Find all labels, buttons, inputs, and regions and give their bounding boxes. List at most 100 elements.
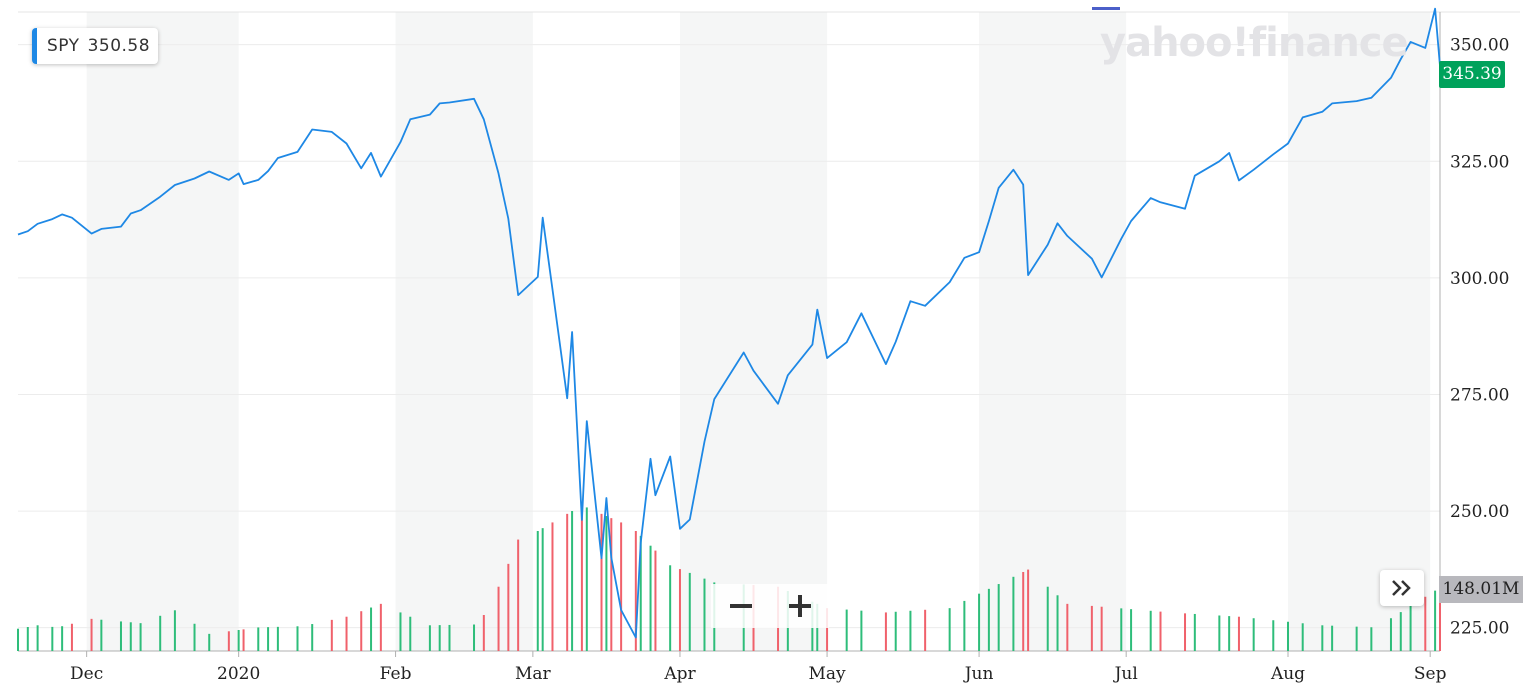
volume-bar (1027, 569, 1030, 651)
x-tick-label: Jun (963, 664, 994, 684)
volume-bar (1120, 608, 1123, 651)
volume-bar (1424, 596, 1427, 651)
x-tick-label: Dec (70, 664, 103, 684)
volume-bar (139, 623, 142, 651)
y-tick-label: 325.00 (1450, 152, 1509, 172)
volume-bar (571, 511, 574, 651)
volume-bar (1228, 616, 1231, 651)
volume-bar (345, 616, 348, 651)
volume-bar (129, 622, 132, 651)
x-tick-label: May (808, 664, 846, 684)
volume-bar (330, 619, 333, 651)
volume-bar (1237, 616, 1240, 651)
volume-bar (360, 611, 363, 651)
volume-bar (1184, 613, 1187, 651)
y-tick-label: 350.00 (1450, 36, 1509, 56)
ticker-chip[interactable]: SPY 350.58 (32, 28, 159, 64)
volume-bar (482, 615, 485, 651)
volume-bar (1331, 625, 1334, 651)
zoom-in-button[interactable] (778, 586, 822, 626)
ticker-value: 350.58 (87, 36, 151, 56)
volume-bar (703, 578, 706, 651)
volume-bar (1056, 595, 1059, 651)
volume-bar (884, 612, 887, 651)
volume-bar (1046, 586, 1049, 651)
minus-icon (729, 604, 752, 608)
month-band (679, 12, 828, 651)
volume-bar (1301, 623, 1304, 651)
volume-bar (237, 630, 240, 651)
volume-bar (551, 522, 554, 651)
last-price-tag: 345.39 (1439, 61, 1505, 88)
range-marker (1092, 7, 1120, 10)
ticker-color-bar (32, 28, 37, 64)
volume-bar (193, 623, 196, 651)
expand-button[interactable] (1380, 570, 1424, 606)
volume-bar (1218, 615, 1221, 651)
volume-bar (26, 627, 29, 651)
volume-bar (409, 616, 412, 651)
grid (18, 11, 1520, 652)
volume-bar (566, 513, 569, 651)
volume-bar (894, 611, 897, 651)
volume-bar (654, 550, 657, 651)
volume-bar (1389, 618, 1392, 651)
x-tick-label: Mar (515, 664, 552, 684)
volume-bar (438, 625, 441, 651)
plus-icon (788, 595, 811, 617)
volume-bar (1090, 605, 1093, 651)
volume-bar (1355, 626, 1358, 651)
volume-bar (1193, 613, 1196, 651)
volume-bar (208, 633, 211, 651)
volume-bar (1100, 606, 1103, 651)
volume-bar (669, 565, 672, 651)
volume-tag: 148.01M (1439, 576, 1523, 603)
volume-bar (860, 610, 863, 651)
volume-bar (536, 531, 539, 651)
x-axis: Dec 2020 Feb Mar Apr May Jun Jul Aug Sep (70, 651, 1447, 684)
volume-bar (399, 612, 402, 651)
volume-bar (100, 619, 103, 651)
volume-bar (159, 615, 162, 651)
zoom-out-button[interactable] (719, 586, 763, 626)
volume-bar (610, 518, 613, 651)
price-line-layer (17, 7, 1441, 639)
x-tick-label: 2020 (217, 664, 260, 684)
volume-bar (1012, 576, 1015, 651)
volume-bar (296, 626, 299, 651)
price-line (17, 7, 1441, 639)
x-tick-label: Aug (1270, 664, 1305, 684)
volume-bar (17, 628, 19, 651)
volume-bar (1252, 618, 1255, 651)
volume-bar (580, 505, 583, 651)
volume-bar (1022, 571, 1025, 651)
volume-bar (987, 588, 990, 651)
y-tick-label: 300.00 (1450, 269, 1509, 289)
volume-bar (497, 586, 500, 651)
volume-bar (1434, 590, 1437, 651)
y-tick-label: 275.00 (1450, 385, 1509, 405)
volume-bar (1370, 627, 1373, 651)
month-band (1287, 12, 1431, 651)
volume-bar (948, 608, 951, 651)
volume-bar (963, 600, 966, 651)
volume-bar (1066, 603, 1069, 651)
yahoo-finance-logo: yahoo!finance (1100, 20, 1409, 66)
double-chevron-right-icon (1392, 580, 1411, 596)
volume-bar (51, 626, 54, 651)
volume-bar (634, 531, 637, 651)
volume-bar (845, 609, 848, 651)
volume-bar (276, 626, 279, 651)
volume-bar (473, 624, 476, 651)
volume-bar (1272, 620, 1275, 651)
volume-bar (678, 569, 681, 651)
y-axis: 225.00 250.00 275.00 300.00 325.00 350.00 (1450, 36, 1509, 639)
volume-bar (36, 625, 39, 651)
x-tick-label: Jul (1113, 664, 1138, 684)
volume-bar (1159, 611, 1162, 651)
volume-bar (173, 610, 176, 651)
volume-bar (649, 545, 652, 651)
volume-bar (70, 623, 73, 651)
volume-bar (639, 535, 642, 651)
